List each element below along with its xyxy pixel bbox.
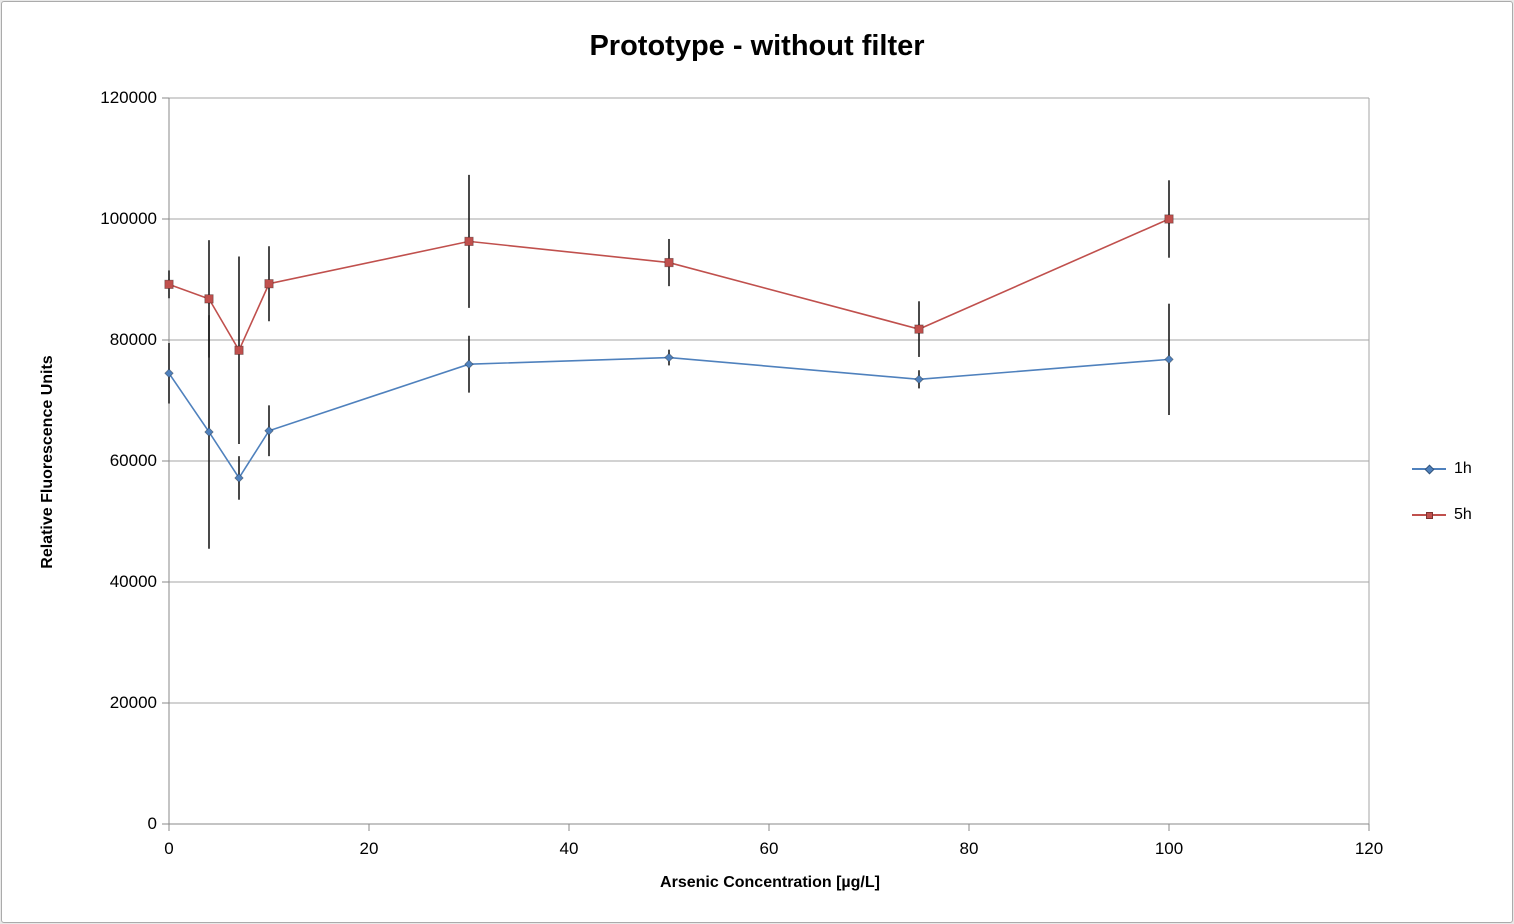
marker-diamond-1h bbox=[1164, 354, 1174, 365]
marker-square-5h bbox=[234, 345, 244, 355]
marker-square-5h bbox=[164, 279, 174, 289]
marker-diamond-1h bbox=[464, 359, 474, 369]
series-line-1h bbox=[168, 356, 1170, 480]
y-tick-label: 60000 bbox=[110, 451, 157, 470]
x-axis-label: Arsenic Concentration [µg/L] bbox=[660, 874, 880, 891]
marker-diamond-1h bbox=[664, 352, 674, 363]
marker-square-5h bbox=[204, 294, 214, 304]
x-tick-label: 60 bbox=[760, 839, 779, 858]
marker-diamond-1h bbox=[204, 427, 214, 437]
marker-diamond-1h bbox=[914, 374, 924, 385]
legend-marker-1h-icon bbox=[1412, 463, 1446, 475]
x-tick-label: 40 bbox=[560, 839, 579, 858]
marker-square-5h bbox=[664, 257, 674, 268]
marker-diamond-1h bbox=[234, 473, 244, 483]
legend-label-1h: 1h bbox=[1454, 460, 1472, 477]
y-tick-label: 20000 bbox=[110, 693, 157, 712]
marker-diamond-1h bbox=[264, 425, 274, 436]
y-tick-label: 100000 bbox=[100, 209, 157, 228]
x-tick-label: 20 bbox=[360, 839, 379, 858]
x-tick-label: 100 bbox=[1155, 839, 1183, 858]
x-tick-label: 80 bbox=[960, 839, 979, 858]
legend-marker-5h-icon bbox=[1412, 509, 1446, 521]
x-tick-label: 120 bbox=[1355, 839, 1383, 858]
chart-title: Prototype - without filter bbox=[589, 30, 925, 62]
x-tick-label: 0 bbox=[164, 839, 173, 858]
legend-label-5h: 5h bbox=[1454, 506, 1472, 523]
y-tick-label: 40000 bbox=[110, 572, 157, 591]
series-line-5h bbox=[168, 218, 1170, 353]
y-tick-label: 0 bbox=[148, 814, 157, 833]
y-tick-label: 80000 bbox=[110, 330, 157, 349]
chart-legend: 1h 5h bbox=[1412, 460, 1472, 524]
marker-square-5h bbox=[914, 324, 924, 334]
marker-diamond-1h bbox=[164, 368, 174, 379]
marker-square-5h bbox=[464, 236, 474, 246]
marker-square-5h bbox=[264, 279, 274, 289]
y-tick-label: 120000 bbox=[100, 88, 157, 107]
legend-item-5h: 5h bbox=[1412, 506, 1472, 524]
legend-item-1h: 1h bbox=[1412, 460, 1472, 478]
marker-square-5h bbox=[1164, 214, 1174, 224]
